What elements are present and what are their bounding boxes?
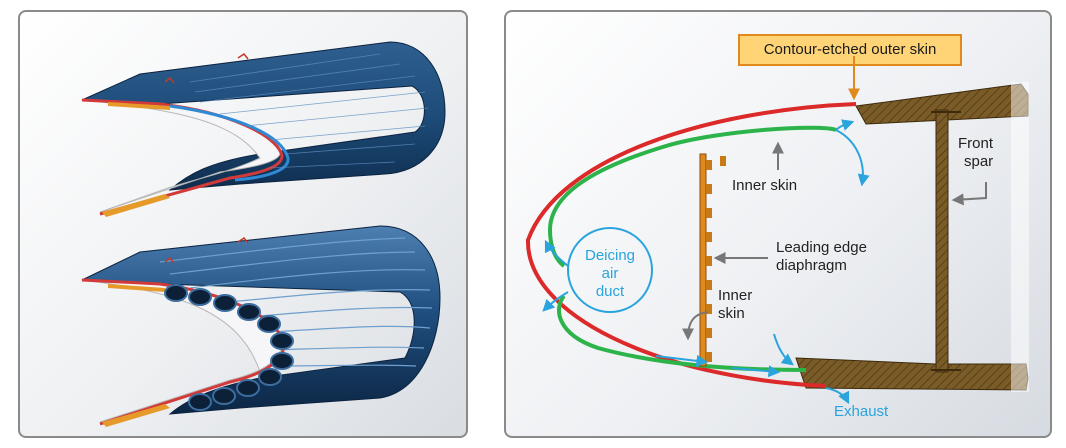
leading-edge-label-line1: Leading edge	[776, 239, 867, 256]
label-leaders	[682, 141, 987, 341]
leading-edge-cross-section: Inner skin Front spar Leading edge diaph…	[525, 56, 1029, 420]
tube-channel-skin-icon	[81, 225, 441, 427]
deicing-duct-circle	[567, 227, 653, 313]
ribbed-outer-skin-icon	[81, 41, 446, 217]
inner-skin-lower-label-line1: Inner	[718, 287, 752, 304]
exhaust-label: Exhaust	[834, 403, 889, 420]
inner-skin-lower-label-line2: skin	[718, 305, 745, 322]
inner-skin-upper-label: Inner skin	[732, 177, 797, 194]
cross-section-panel: Contour-etched outer skin	[504, 10, 1052, 438]
duct-label-line2: air	[602, 265, 619, 282]
duct-label-line3: duct	[596, 283, 625, 300]
spar-structure	[795, 82, 1029, 392]
leading-edge-label-line2: diaphragm	[776, 257, 847, 274]
duct-label-line1: Deicing	[585, 247, 635, 264]
front-spar-label-line1: Front	[958, 135, 994, 152]
front-spar-label-line2: spar	[964, 153, 993, 170]
airflow-arrows	[542, 119, 870, 405]
left-illustration-panel	[18, 10, 468, 438]
outer-skin-callout: Contour-etched outer skin	[738, 34, 962, 66]
leading-edge-diaphragm	[699, 153, 726, 367]
leading-edge-illustrations	[81, 41, 446, 427]
